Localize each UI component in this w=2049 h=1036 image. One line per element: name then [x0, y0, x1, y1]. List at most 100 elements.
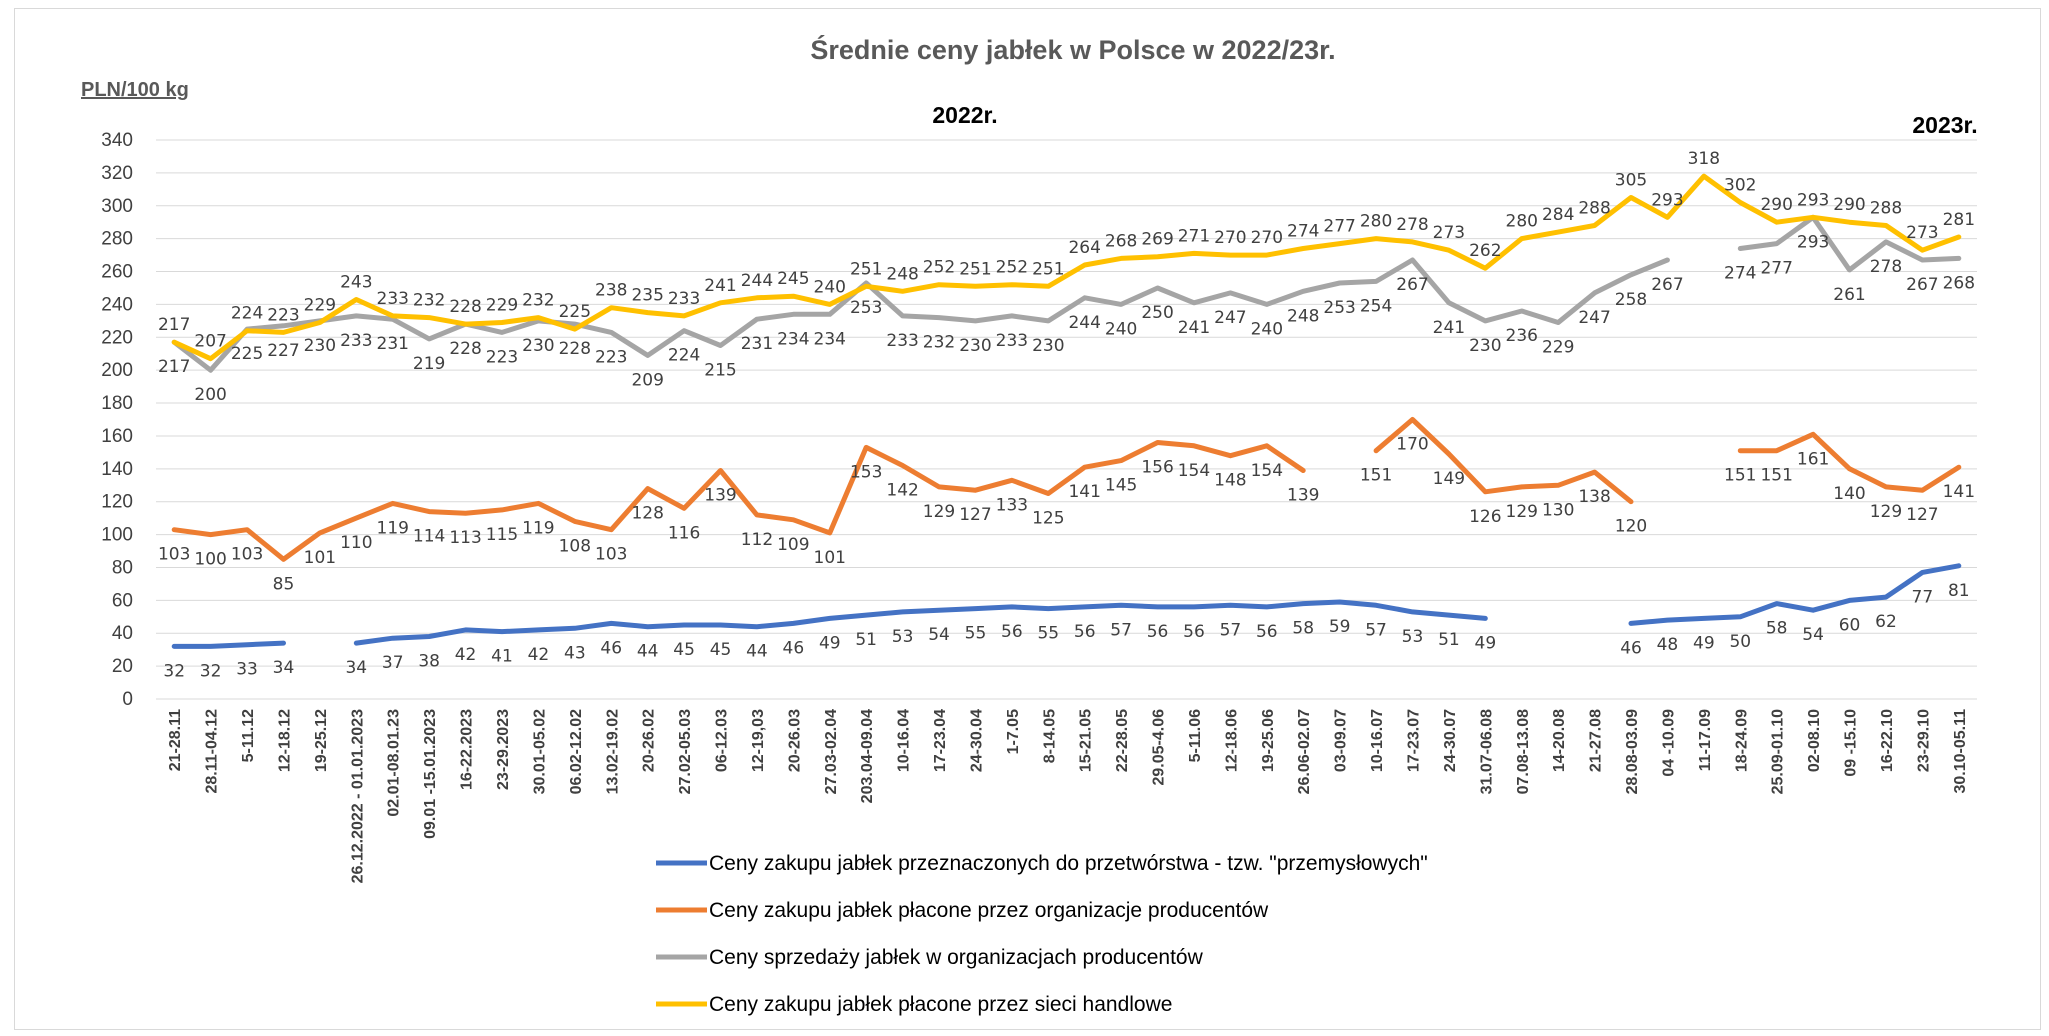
data-label: 280 — [1506, 212, 1538, 232]
data-label: 225 — [231, 344, 263, 364]
x-tick-label: 24-30.07 — [1442, 709, 1459, 772]
data-label: 230 — [1469, 336, 1501, 356]
y-tick-label: 180 — [101, 393, 133, 414]
data-label: 302 — [1724, 175, 1756, 195]
data-label: 154 — [1251, 461, 1283, 481]
x-tick-label: 27.02-05.03 — [677, 709, 694, 795]
data-label: 278 — [1870, 257, 1902, 277]
data-label: 248 — [886, 264, 918, 284]
x-tick-label: 23-29.10 — [1915, 709, 1932, 772]
y-tick-label: 40 — [112, 623, 133, 644]
data-label: 56 — [1183, 622, 1205, 642]
data-label: 113 — [449, 528, 481, 548]
year-annotation-2022: 2022r. — [932, 102, 997, 128]
data-label: 60 — [1839, 615, 1861, 635]
data-label: 267 — [1906, 275, 1938, 295]
x-tick-label: 07.08-13.08 — [1515, 709, 1532, 795]
data-label: 254 — [1360, 296, 1392, 316]
data-label: 261 — [1833, 285, 1865, 305]
data-label: 228 — [449, 297, 481, 317]
x-tick-label: 15-21.05 — [1078, 709, 1095, 772]
x-tick-label: 09.01 -15.01.2023 — [422, 709, 439, 839]
x-tick-label: 06.02-12.02 — [568, 709, 585, 795]
x-tick-label: 14-20.08 — [1551, 709, 1568, 772]
data-label: 114 — [413, 527, 445, 547]
data-label: 281 — [1943, 210, 1975, 230]
data-label: 101 — [304, 548, 336, 568]
data-label: 238 — [595, 281, 627, 301]
x-tick-label: 10-16.07 — [1369, 709, 1386, 772]
data-label: 55 — [1037, 624, 1059, 644]
data-label: 253 — [1323, 298, 1355, 318]
data-label: 139 — [704, 485, 736, 505]
data-label: 81 — [1948, 581, 1970, 601]
data-label: 273 — [1433, 223, 1465, 243]
y-tick-label: 160 — [101, 426, 133, 447]
data-label: 33 — [236, 660, 258, 680]
data-label: 139 — [1287, 485, 1319, 505]
data-label: 45 — [673, 640, 695, 660]
data-label: 233 — [886, 331, 918, 351]
line-chart: Średnie ceny jabłek w Polsce w 2022/23r.… — [81, 34, 1978, 1016]
x-tick-label: 27.03-02.04 — [823, 709, 840, 795]
x-tick-label: 17-23.04 — [932, 709, 949, 772]
data-label: 227 — [267, 341, 299, 361]
y-tick-label: 340 — [101, 130, 133, 151]
data-label: 274 — [1287, 222, 1319, 242]
x-tick-label: 16-22.2023 — [459, 709, 476, 790]
data-label: 141 — [1943, 482, 1975, 502]
data-label: 116 — [668, 523, 700, 543]
data-label: 112 — [741, 530, 773, 550]
x-tick-label: 203.04-09.04 — [859, 709, 876, 803]
data-label: 233 — [668, 289, 700, 309]
chart-title: Średnie ceny jabłek w Polsce w 2022/23r. — [810, 34, 1335, 65]
data-label: 43 — [564, 643, 586, 663]
data-label: 109 — [777, 535, 809, 555]
data-label: 56 — [1074, 622, 1096, 642]
data-label: 57 — [1220, 620, 1242, 640]
data-label: 200 — [194, 385, 226, 405]
x-tick-label: 11-17.09 — [1697, 709, 1714, 771]
data-label: 293 — [1797, 232, 1829, 252]
x-tick-label: 18-24.09 — [1733, 709, 1750, 772]
data-label: 138 — [1578, 487, 1610, 507]
data-label: 231 — [741, 334, 773, 354]
data-label: 232 — [522, 291, 554, 311]
x-tick-label: 19-25.12 — [313, 709, 330, 772]
x-tick-label: 31.07-06.08 — [1478, 709, 1495, 795]
x-tick-label: 29.05-4.06 — [1151, 709, 1168, 786]
data-label: 271 — [1178, 226, 1210, 246]
data-label: 247 — [1214, 308, 1246, 328]
data-label: 215 — [704, 361, 736, 381]
data-label: 224 — [231, 304, 263, 324]
x-tick-label: 26.12.2022 - 01.01.2023 — [349, 709, 366, 883]
data-label: 51 — [1438, 630, 1460, 650]
data-label: 229 — [304, 295, 336, 315]
data-label: 46 — [1620, 638, 1642, 658]
y-tick-label: 260 — [101, 262, 133, 283]
data-label: 290 — [1760, 195, 1792, 215]
data-label: 235 — [631, 286, 663, 306]
data-label: 244 — [1068, 313, 1100, 333]
x-tick-label: 12-18.12 — [276, 709, 293, 772]
x-tick-label: 8-14.05 — [1041, 709, 1058, 763]
data-label: 58 — [1766, 619, 1788, 639]
data-label: 151 — [1360, 466, 1392, 486]
data-label: 232 — [923, 333, 955, 353]
data-label: 125 — [1032, 508, 1064, 528]
data-label: 50 — [1729, 632, 1751, 652]
data-label: 233 — [377, 289, 409, 309]
x-tick-label: 13.02-19.02 — [604, 709, 621, 795]
data-label: 53 — [892, 627, 914, 647]
x-tick-label: 24-30.04 — [968, 709, 985, 772]
x-tick-label: 20-26.03 — [786, 709, 803, 772]
data-label: 258 — [1615, 290, 1647, 310]
x-tick-label: 06-12.03 — [714, 709, 731, 772]
data-label: 42 — [455, 645, 477, 665]
data-label: 217 — [158, 315, 190, 335]
data-label: 49 — [819, 633, 841, 653]
x-tick-label: 1-7.05 — [1005, 709, 1022, 754]
data-label: 141 — [1068, 482, 1100, 502]
data-label: 153 — [850, 462, 882, 482]
data-label: 230 — [522, 336, 554, 356]
